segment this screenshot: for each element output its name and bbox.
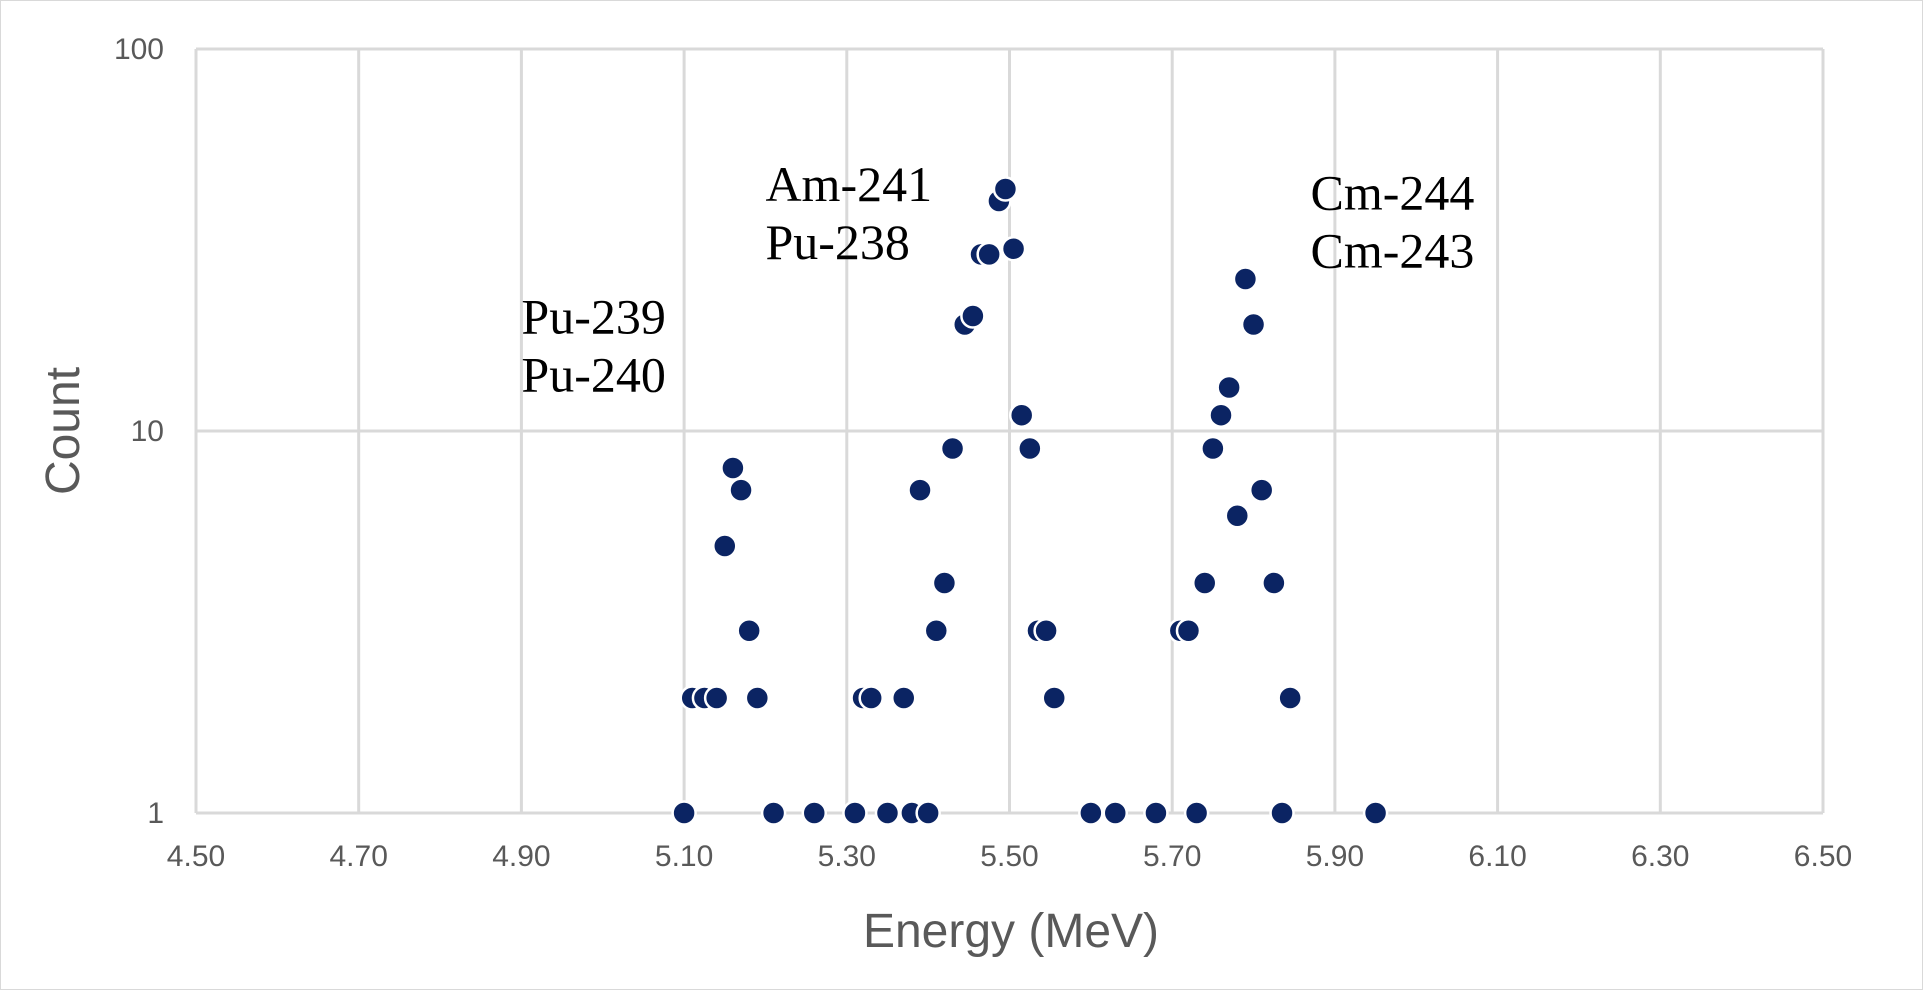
x-tick-label: 5.50 [980,840,1038,873]
isotope-label: Am-241 [765,156,932,212]
data-point [939,435,966,462]
data-point [703,685,730,711]
data-point [1033,617,1059,644]
data-point [1102,800,1129,826]
x-tick-label: 4.50 [167,840,225,873]
x-tick-label: 5.70 [1143,840,1201,873]
y-axis-tick-labels: 1 10 100 [114,33,164,830]
data-point [907,477,933,503]
data-point [1200,435,1226,462]
y-axis-title: Count [37,367,90,495]
x-tick-label: 4.90 [492,840,550,873]
x-axis-title: Energy (MeV) [863,905,1159,958]
data-point [720,455,746,481]
y-tick-label: 100 [114,33,164,66]
x-tick-label: 6.30 [1631,840,1689,873]
data-point [1240,311,1267,338]
annotations: Pu-239 Pu-240 Am-241 Pu-238 Cm-244 Cm-243 [521,156,1474,402]
x-axis-tick-labels: 4.50 4.70 4.90 5.10 5.30 5.50 5.70 5.90 6.10 6.30… [167,840,1852,873]
data-point [760,800,787,826]
isotope-annotation: Pu-239 Pu-240 [521,288,665,402]
data-point [1362,800,1389,826]
isotope-label: Pu-239 [521,288,665,344]
data-point [992,176,1019,202]
y-tick-label: 10 [131,415,164,448]
x-tick-label: 6.10 [1468,840,1526,873]
data-point [1208,402,1234,428]
data-point [1224,502,1251,529]
data-point [1191,570,1218,596]
y-tick-label: 1 [147,797,164,830]
data-point [671,800,697,826]
data-point [1269,800,1295,826]
data-point [858,685,884,711]
data-point [1017,435,1043,462]
gridlines [194,47,1825,815]
isotope-label: Cm-243 [1310,223,1474,279]
data-point [744,685,771,711]
data-point [890,685,917,711]
isotope-label: Pu-238 [765,214,909,270]
data-point [1183,800,1210,826]
data-point [1277,685,1303,711]
x-tick-label: 5.90 [1306,840,1364,873]
data-point [915,800,941,826]
data-point [1216,374,1242,401]
x-tick-label: 5.10 [655,840,713,873]
isotope-label: Pu-240 [521,346,665,402]
isotope-label: Cm-244 [1310,165,1474,221]
data-point [1261,570,1287,596]
data-point [923,617,950,644]
data-point [960,303,986,329]
isotope-annotation: Am-241 Pu-238 [765,156,932,270]
data-point [728,477,754,503]
x-tick-label: 4.70 [330,840,388,873]
data-point [1232,266,1259,292]
x-tick-label: 6.50 [1794,840,1852,873]
data-point [1143,800,1169,826]
data-point [1248,477,1275,503]
data-point [931,570,958,596]
data-point [842,800,868,826]
x-tick-label: 5.30 [818,840,876,873]
data-point [712,533,738,559]
data-point [1175,617,1202,644]
data-point [1008,402,1035,428]
data-points [671,176,1389,826]
data-point [736,617,762,644]
data-point [1000,235,1027,262]
data-point [1041,685,1067,711]
data-point [874,800,901,826]
data-point [801,800,828,826]
data-point [1078,800,1104,826]
data-point [976,241,1002,268]
isotope-annotation: Cm-244 Cm-243 [1310,165,1474,279]
